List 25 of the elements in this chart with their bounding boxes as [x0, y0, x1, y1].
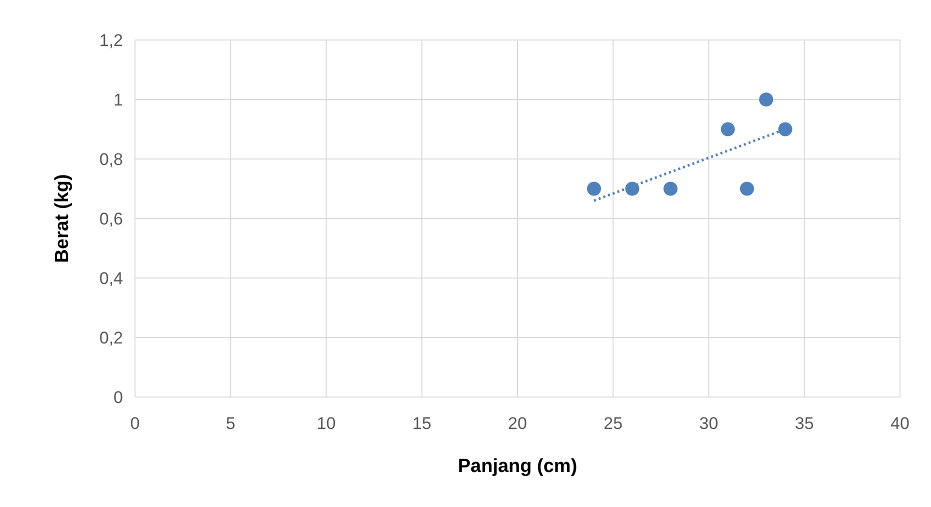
- y-tick-label: 0,6: [99, 209, 123, 228]
- x-tick-label: 5: [226, 414, 236, 433]
- x-axis-title: Panjang (cm): [458, 456, 578, 477]
- point: [664, 182, 678, 196]
- point: [625, 182, 640, 196]
- x-tick-label: 40: [890, 414, 910, 433]
- point: [587, 182, 601, 196]
- point: [720, 122, 735, 136]
- point: [759, 92, 774, 106]
- y-tick-label: 0,2: [99, 328, 123, 348]
- x-tick-label: 25: [604, 414, 623, 433]
- y-tick-label: 0,8: [99, 150, 123, 169]
- y-tick-label: 0: [114, 388, 123, 407]
- point: [778, 122, 792, 136]
- y-tick-label: 1: [114, 90, 123, 110]
- x-tick-label: 30: [699, 414, 718, 433]
- y-tick-label: 1,2: [99, 30, 123, 50]
- x-tick-label: 0: [130, 414, 140, 433]
- x-tick-label: 20: [508, 414, 527, 433]
- y-axis-title: Berat (kg): [52, 174, 73, 263]
- x-tick-label: 35: [794, 414, 814, 433]
- x-tick-label: 15: [412, 414, 432, 433]
- y-tick-label: 0,4: [99, 268, 123, 288]
- point: [740, 182, 754, 196]
- x-tick-label: 10: [316, 414, 336, 433]
